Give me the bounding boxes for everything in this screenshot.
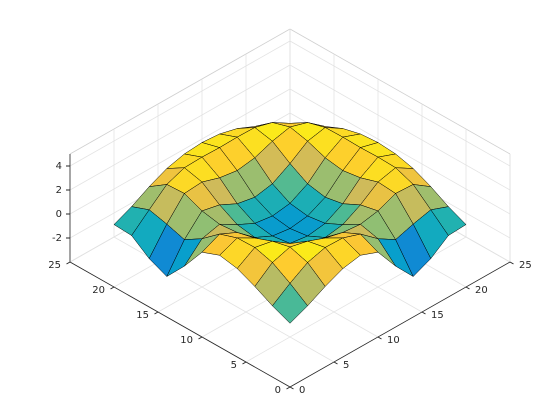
y-tick: [242, 361, 247, 365]
z-tick-label: 4: [56, 161, 62, 172]
y-tick: [286, 386, 291, 390]
surface-cell: [272, 283, 308, 324]
grid-line: [69, 64, 291, 191]
axis-box: [289, 28, 511, 155]
x-tick: [289, 386, 294, 390]
x-tick-label: 5: [343, 360, 349, 371]
x-tick-label: 20: [475, 285, 488, 296]
y-tick: [110, 286, 115, 290]
y-tick-label: 20: [92, 285, 105, 296]
grid-line: [289, 88, 511, 215]
y-axis: [69, 261, 291, 388]
x-tick: [509, 261, 514, 265]
y-tick-label: 15: [136, 310, 149, 321]
axis-box: [69, 28, 291, 155]
x-tick: [421, 311, 426, 315]
grid-line: [289, 64, 511, 191]
x-tick: [333, 361, 338, 365]
x-tick-label: 15: [431, 310, 444, 321]
y-tick: [66, 261, 71, 265]
z-tick-label: -2: [52, 233, 62, 244]
grid-line: [289, 40, 511, 167]
y-tick: [154, 311, 159, 315]
grid-line: [69, 40, 291, 167]
x-tick: [377, 336, 382, 340]
y-tick-label: 25: [48, 260, 61, 271]
y-tick-label: 5: [231, 360, 237, 371]
x-tick-label: 0: [299, 385, 305, 396]
z-tick-label: 0: [56, 209, 62, 220]
z-tick-label: 2: [56, 185, 62, 196]
y-tick: [198, 336, 203, 340]
y-tick-label: 10: [180, 335, 193, 346]
y-tick-label: 0: [275, 385, 281, 396]
x-tick-label: 10: [387, 335, 400, 346]
x-axis: [289, 261, 511, 388]
x-tick-label: 25: [519, 260, 532, 271]
x-tick: [465, 286, 470, 290]
grid-line: [69, 88, 291, 215]
